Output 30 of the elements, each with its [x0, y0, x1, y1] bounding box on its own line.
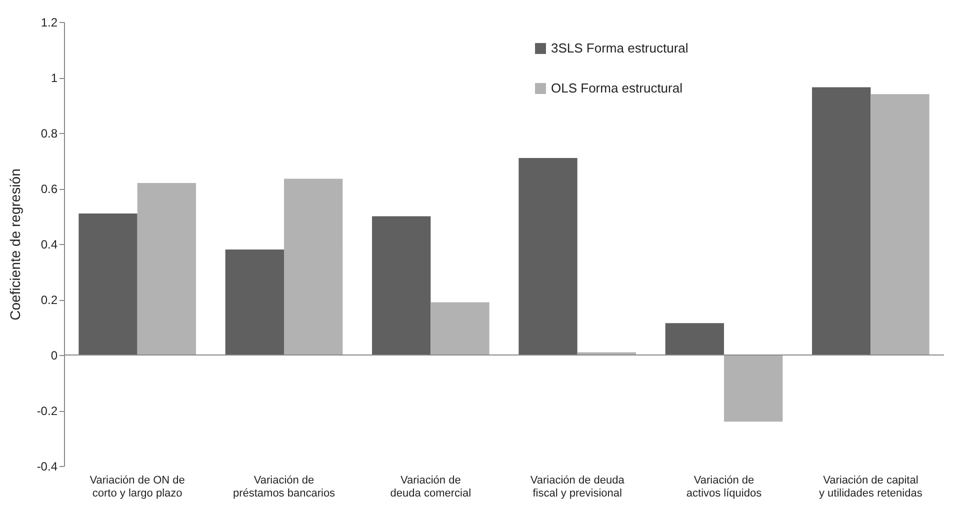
bar — [284, 178, 343, 355]
y-tick-label: 1 — [50, 71, 58, 85]
legend-label: OLS Forma estructural — [551, 80, 683, 96]
y-tick-label: 0.4 — [40, 238, 58, 252]
bar — [870, 94, 930, 355]
y-tick-label: 0.2 — [40, 293, 58, 307]
x-tick-label: Variación de deuda comercial — [390, 474, 472, 500]
x-tick-label: Variación de deuda fiscal y previsional — [530, 474, 626, 500]
bar — [724, 355, 783, 422]
y-tick-label: 0.6 — [40, 182, 58, 196]
x-tick-label: Variación de capital y utilidades retenidas — [818, 474, 923, 500]
y-tick-label: 1.2 — [40, 16, 58, 30]
y-tick-label: 0.8 — [40, 126, 58, 140]
legend-label: 3SLS Forma estructural — [551, 40, 688, 56]
y-axis-title: Coeficiente de regresión — [6, 168, 23, 320]
x-tick-label: Variación de préstamos bancarios — [232, 474, 336, 500]
bar — [577, 352, 636, 355]
y-tick-label: -0.4 — [36, 460, 58, 474]
bar — [137, 182, 196, 355]
bar — [372, 216, 431, 355]
bar — [430, 302, 490, 355]
bar — [518, 158, 578, 355]
bar — [665, 323, 724, 355]
y-tick-label: -0.2 — [36, 404, 58, 418]
bar — [78, 213, 138, 355]
bar — [225, 250, 284, 355]
bar — [812, 87, 871, 355]
x-tick-label: Variación de activos líquidos — [686, 474, 762, 500]
x-tick-label: Variación de ON de corto y largo plazo — [90, 474, 185, 500]
y-tick-label: 0 — [50, 348, 58, 362]
